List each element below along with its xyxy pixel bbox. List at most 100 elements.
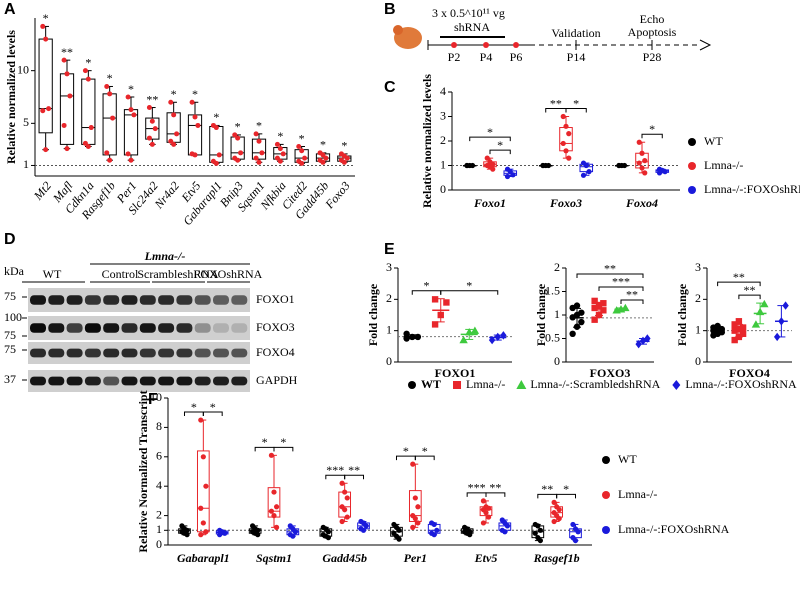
significance-bracket [565,108,587,113]
data-point [128,107,134,113]
data-point [635,339,642,349]
x-tick-label: Foxo3 [549,196,582,210]
data-point [104,83,110,89]
data-point [61,57,67,63]
panel-label: A [4,1,16,18]
blot-band [84,323,101,333]
data-point [171,141,177,147]
data-point [253,131,259,137]
data-point [551,518,557,525]
data-point [480,520,487,526]
data-point [268,508,275,514]
data-point [320,152,326,158]
significance-label: * [280,435,286,449]
significance-label: ** [626,288,638,302]
significance-label: * [320,138,326,152]
data-point [672,380,681,390]
blot-band [213,323,229,333]
data-point [235,157,241,163]
significance-label: * [497,138,503,152]
significance-label: ** [541,482,553,496]
data-point [586,169,592,175]
data-point [274,141,280,147]
data-point [216,152,222,158]
blot-band [66,323,83,333]
data-point [470,326,480,334]
day-label: P2 [448,50,461,64]
kda-marker: 75 [4,328,16,342]
data-point [600,307,607,314]
data-point [516,380,527,389]
injection-dot [451,42,457,48]
data-point [64,146,70,152]
y-tick-label: 1 [695,322,701,336]
data-point [453,381,462,389]
data-point [602,456,610,464]
significance-label: * [573,96,579,110]
significance-bracket [202,411,223,417]
protein-label: FOXO1 [256,292,295,306]
y-tick-label: 1.5 [545,283,560,297]
data-point [195,122,201,128]
data-point [688,138,696,146]
blot-band [194,376,211,386]
data-point [636,139,642,145]
blot-band [158,376,175,386]
data-point [688,162,696,170]
data-point [642,158,648,164]
legend-label: Lmna-/-:FOXOshRNA [704,182,800,196]
data-point [566,155,572,161]
y-axis-label: Relative normalized levels [4,30,18,164]
blot-band [139,295,156,305]
blot-strip [28,316,250,340]
blot-band [231,348,248,358]
data-point [198,417,204,423]
blot-band [231,295,248,305]
y-tick-label: 6 [156,449,162,463]
data-point [40,108,46,114]
echo-label: Echo [640,12,665,26]
data-point [339,518,345,525]
data-point [636,160,642,166]
x-tick-label: Foxo1 [473,196,506,210]
kda-marker: 100 [4,310,22,324]
blot-band [176,323,193,333]
data-point [616,162,622,169]
data-point [259,150,265,156]
data-point [217,532,223,538]
blot-band [194,295,211,305]
significance-bracket [440,290,499,295]
data-point [760,299,769,308]
y-axis-label: Fold change [675,283,689,346]
data-point [323,155,329,161]
panel-label: D [4,231,16,248]
data-point [325,529,331,535]
data-point [273,524,280,530]
box [196,450,210,533]
significance-label: ** [348,463,360,477]
data-point [483,510,489,516]
data-point [342,489,348,495]
legend-label: WT [704,134,723,148]
blot-band [158,295,175,305]
data-point [271,489,277,495]
significance-bracket [556,493,577,499]
blot-band [30,348,46,358]
data-point [591,304,598,312]
data-point [82,68,88,74]
protein-label: FOXO4 [256,345,295,359]
significance-label: * [649,122,655,136]
data-point [431,321,439,328]
data-point [292,529,299,535]
data-point [644,334,651,343]
timeline-arrow [699,39,712,51]
y-tick-label: 1 [554,307,560,321]
blot-band [103,376,120,386]
blot-band [30,323,46,333]
data-point [578,309,585,316]
data-point [198,505,204,511]
blot-band [48,323,65,333]
blot-band [84,295,101,305]
legend-label: Lmna-/- [466,377,505,391]
y-tick-label: 2 [554,260,560,274]
